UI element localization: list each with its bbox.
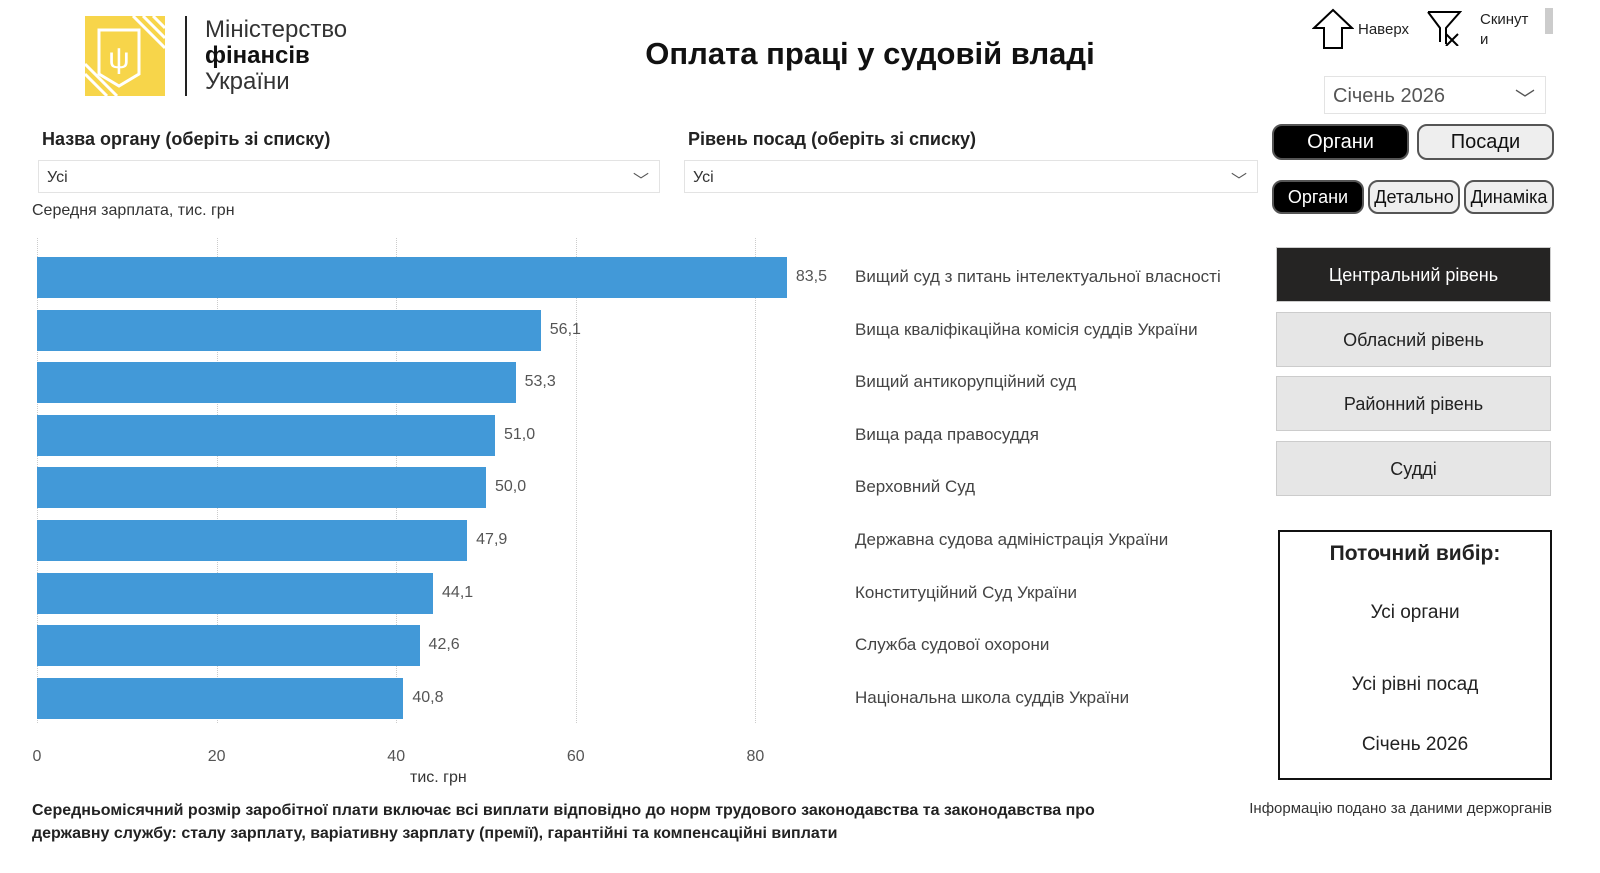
x-tick-label: 20 [207,748,226,765]
period-select[interactable]: Січень 2026 ﹀ [1324,76,1546,114]
reset-filters-button[interactable]: Скинут и [1426,10,1536,50]
level-regional[interactable]: Обласний рівень [1276,312,1551,367]
bar[interactable] [37,362,516,404]
data-label: 56,1 [549,320,581,338]
x-axis-label: тис. грн [410,769,467,786]
category-label: Служба судової охорони [855,635,1050,655]
category-label: Вищий антикорупційний суд [855,372,1077,392]
category-label: Вища кваліфікаційна комісія суддів Украї… [855,319,1198,339]
level-judges[interactable]: Судді [1276,441,1551,496]
arrow-up-icon [1312,8,1354,49]
chevron-down-icon: ﹀ [1230,173,1247,190]
data-label: 83,5 [795,268,827,285]
bar[interactable] [37,625,420,667]
organ-select[interactable]: Усі ﹀ [38,160,660,193]
x-tick-label: 40 [387,748,406,765]
logo-divider [185,16,187,96]
x-tick-label: 0 [32,748,42,765]
current-period: Січень 2026 [1361,734,1469,755]
category-label: Конституційний Суд України [855,582,1077,602]
bar[interactable] [37,572,434,614]
toggle-organs[interactable]: Органи [1272,124,1409,160]
gridline [755,238,757,723]
page-title: Оплата праці у судовій владі [645,36,1095,71]
category-label: Верховний Суд [855,477,976,497]
footer-note: Середньомісячний розмір заробітної плати… [32,802,1095,842]
category-label: Вищий суд з питань інтелектуальної власн… [855,267,1221,286]
data-label: 47,9 [476,531,508,548]
up-label: Наверх [1358,20,1409,38]
bar[interactable] [37,257,787,298]
period-value: Січень 2026 [1333,85,1445,107]
bar[interactable] [37,309,541,351]
data-label: 42,6 [428,636,460,654]
category-label: Вища рада правосуддя [855,424,1039,444]
category-label: Національна школа суддів України [855,687,1130,707]
scrollbar[interactable] [1545,8,1553,34]
chart-title: Середня зарплата, тис. грн [32,202,235,219]
current-selection-title: Поточний вибір: [1329,542,1501,565]
toggle-positions[interactable]: Посади [1417,124,1554,160]
data-label: 50,0 [495,478,527,496]
tab-organs[interactable]: Органи [1272,180,1364,214]
ministry-logo-text: Міністерство фінансів України [205,17,347,95]
data-label: 51,0 [503,425,536,443]
filter-clear-icon [1427,11,1462,46]
level-select[interactable]: Усі ﹀ [684,160,1258,193]
level-district[interactable]: Районний рівень [1276,376,1551,431]
chevron-down-icon: ﹀ [1515,89,1535,111]
organ-filter-label: Назва органу (оберіть зі списку) [42,129,331,149]
svg-text:ψ: ψ [108,42,129,75]
data-source: Інформацію подано за даними держорганів [1249,800,1552,817]
chevron-down-icon: ﹀ [632,173,649,190]
reset-label: Скинут и [1480,11,1529,48]
tab-dynamics[interactable]: Динаміка [1464,180,1554,214]
bar[interactable] [37,677,404,719]
x-tick-label: 80 [746,748,765,765]
logo-line1: Міністерство [205,16,348,43]
bar-chart: 0 20 40 60 80 83,5 Вищий суд з питань інтелект… [32,238,1221,765]
organ-value: Усі [47,169,68,186]
x-tick-label: 60 [566,748,585,765]
tab-detailed[interactable]: Детально [1368,180,1460,214]
data-label: 53,3 [524,373,556,391]
up-button[interactable]: Наверх [1312,8,1409,50]
gridline [575,238,577,723]
level-value: Усі [693,169,714,186]
bar[interactable] [37,520,468,561]
level-filter-label: Рівень посад (оберіть зі списку) [688,129,976,149]
category-label: Державна судова адміністрація України [855,530,1169,549]
bar[interactable] [37,467,486,509]
logo-line3: України [205,68,290,95]
current-organs: Усі органи [1370,602,1460,623]
current-selection-panel: Поточний вибір: Усі органи Усі рівні пос… [1278,530,1552,780]
data-label: 40,8 [412,688,444,706]
current-levels: Усі рівні посад [1351,674,1479,695]
level-central[interactable]: Центральний рівень [1276,247,1551,302]
data-label: 44,1 [442,583,474,601]
logo-line2: фінансів [205,42,310,69]
bar[interactable] [37,414,495,456]
ministry-logo-emblem: ψ [83,14,167,98]
